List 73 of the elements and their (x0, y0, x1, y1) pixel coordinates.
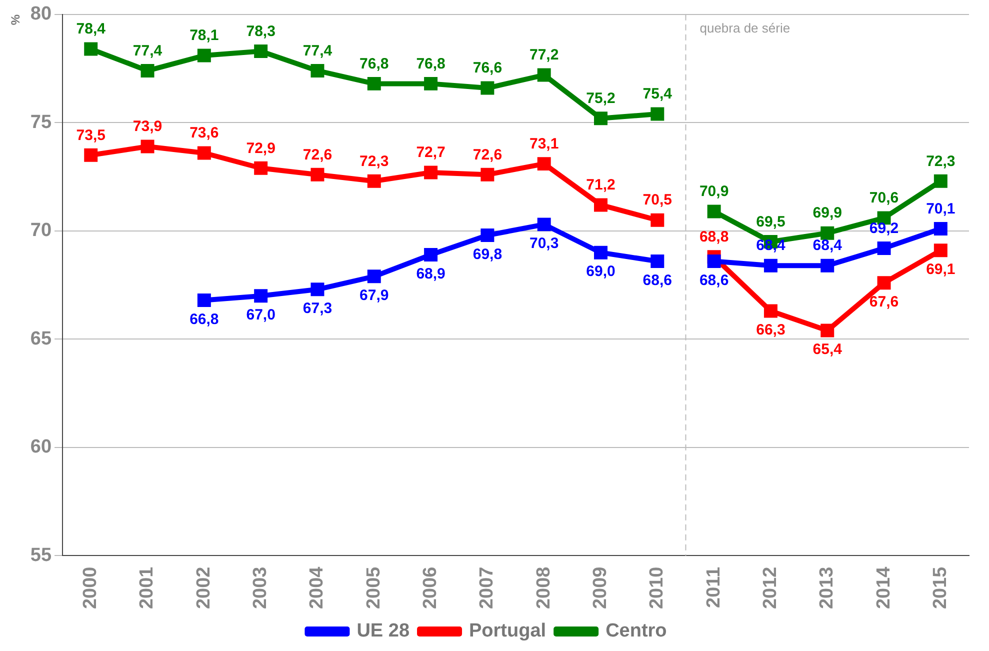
data-label: 78,3 (246, 22, 276, 40)
y-tick-label: 75 (30, 112, 52, 133)
y-axis-title: % (8, 14, 23, 26)
data-label: 75,4 (642, 86, 673, 103)
data-label: 75,2 (586, 90, 616, 107)
data-label: 65,4 (812, 341, 843, 358)
data-label: 77,2 (529, 46, 559, 64)
data-label: 69,8 (472, 246, 502, 263)
data-label: 73,6 (190, 124, 219, 142)
data-label: 70,1 (926, 200, 956, 218)
ref-line-label: quebra de série (700, 20, 790, 36)
data-label: 68,6 (642, 272, 672, 289)
x-tick-label: 2008 (533, 566, 554, 610)
data-label: 69,1 (926, 261, 956, 278)
data-label: 76,8 (360, 55, 389, 72)
data-label: 70,6 (869, 190, 899, 207)
data-label: 68,9 (416, 265, 446, 282)
y-tick-label: 70 (30, 220, 52, 242)
x-tick-label: 2005 (363, 566, 384, 610)
legend-label: Centro (606, 620, 667, 642)
data-label: 72,6 (302, 146, 332, 164)
data-label: 73,5 (76, 126, 106, 144)
x-tick-label: 2001 (136, 566, 158, 610)
data-label: 70,5 (642, 192, 672, 209)
data-label: 72,9 (246, 140, 276, 157)
x-tick-label: 2012 (760, 566, 781, 610)
data-label: 68,6 (699, 272, 729, 289)
data-label: 67,3 (302, 300, 332, 318)
x-tick-label: 2000 (80, 566, 102, 610)
y-tick-label: 60 (30, 436, 52, 458)
data-label: 77,4 (302, 42, 333, 60)
data-label: 72,6 (472, 146, 502, 164)
data-label: 67,6 (869, 294, 899, 311)
data-label: 72,7 (416, 144, 446, 162)
data-label: 69,2 (869, 220, 899, 237)
x-tick-label: 2010 (646, 566, 668, 610)
data-label: 68,8 (699, 228, 729, 246)
data-label: 72,3 (926, 152, 956, 170)
x-tick-label: 2002 (193, 566, 214, 610)
legend-label: UE 28 (356, 620, 410, 642)
x-tick-label: 2015 (930, 566, 951, 610)
data-label: 77,4 (132, 42, 163, 60)
data-label: 70,9 (699, 183, 729, 200)
y-tick-label: 55 (30, 544, 52, 566)
data-label: 73,1 (529, 135, 559, 152)
data-label: 66,8 (190, 310, 219, 328)
data-label: 76,6 (472, 60, 502, 77)
data-label: 78,4 (76, 20, 106, 38)
data-label: 68,4 (812, 237, 843, 254)
x-tick-label: 2003 (250, 566, 272, 610)
data-label: 67,9 (360, 287, 389, 304)
data-label: 69,0 (586, 263, 616, 280)
data-label: 76,8 (416, 55, 446, 72)
data-label: 72,3 (360, 152, 389, 170)
y-tick-label: 80 (30, 4, 52, 25)
data-label: 66,3 (756, 322, 786, 339)
data-label: 69,9 (812, 204, 842, 222)
x-tick-label: 2006 (420, 566, 442, 610)
data-label: 67,0 (246, 306, 276, 324)
x-tick-label: 2004 (306, 566, 328, 610)
legend-label: Portugal (469, 620, 546, 642)
data-label: 69,5 (756, 213, 786, 230)
x-tick-label: 2013 (816, 566, 838, 610)
data-label: 73,9 (132, 118, 162, 136)
x-tick-label: 2009 (590, 566, 611, 610)
data-label: 71,2 (586, 176, 616, 194)
data-label: 70,3 (529, 235, 559, 252)
data-label: 68,4 (756, 237, 786, 254)
data-label: 78,1 (190, 27, 219, 44)
y-tick-label: 65 (30, 328, 52, 350)
x-tick-label: 2014 (873, 566, 894, 610)
x-tick-label: 2011 (703, 566, 724, 608)
x-tick-label: 2007 (476, 566, 498, 610)
